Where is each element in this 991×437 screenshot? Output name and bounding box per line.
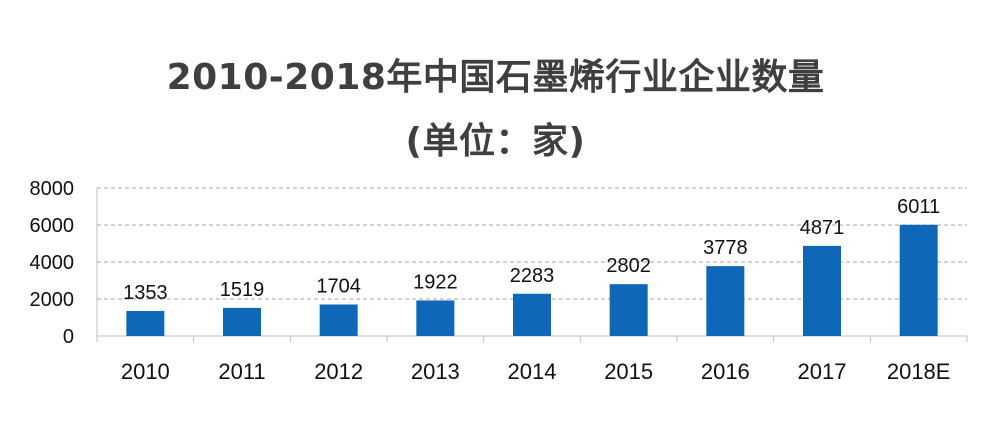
- y-tick-label: 2000: [30, 289, 75, 311]
- bar: [803, 245, 841, 336]
- data-label: 2802: [606, 255, 651, 277]
- bar: [609, 284, 648, 336]
- bar: [513, 293, 551, 336]
- chart-title: 2010-2018年中国石墨烯行业企业数量: [166, 57, 825, 98]
- x-category-label: 2016: [701, 359, 750, 384]
- x-category-label: 2011: [218, 359, 265, 384]
- bar: [899, 224, 938, 336]
- bar: [706, 266, 745, 336]
- x-category-label: 2017: [798, 359, 847, 384]
- x-category-label: 2015: [604, 359, 653, 384]
- x-category-label: 2010: [121, 359, 170, 384]
- data-label: 1704: [316, 275, 361, 297]
- x-category-label: 2018E: [887, 359, 951, 384]
- y-tick-label: 6000: [30, 215, 75, 237]
- data-label: 1519: [220, 279, 265, 301]
- data-label: 3778: [703, 237, 748, 259]
- bar: [223, 307, 261, 336]
- bar: [126, 310, 165, 336]
- data-label: 4871: [800, 217, 845, 239]
- chart-subtitle: (单位：家): [405, 121, 586, 162]
- x-category-label: 2013: [411, 359, 460, 384]
- x-category-label: 2014: [508, 359, 557, 384]
- y-tick-label: 4000: [30, 252, 75, 274]
- y-tick-label: 0: [63, 326, 74, 348]
- bar: [416, 300, 455, 336]
- x-category-label: 2012: [314, 359, 363, 384]
- bar: [319, 304, 358, 336]
- y-tick-label: 8000: [30, 178, 75, 200]
- data-label: 2283: [510, 265, 555, 287]
- data-label: 1922: [413, 271, 458, 293]
- data-label: 1353: [123, 282, 168, 304]
- data-label: 6011: [897, 196, 940, 218]
